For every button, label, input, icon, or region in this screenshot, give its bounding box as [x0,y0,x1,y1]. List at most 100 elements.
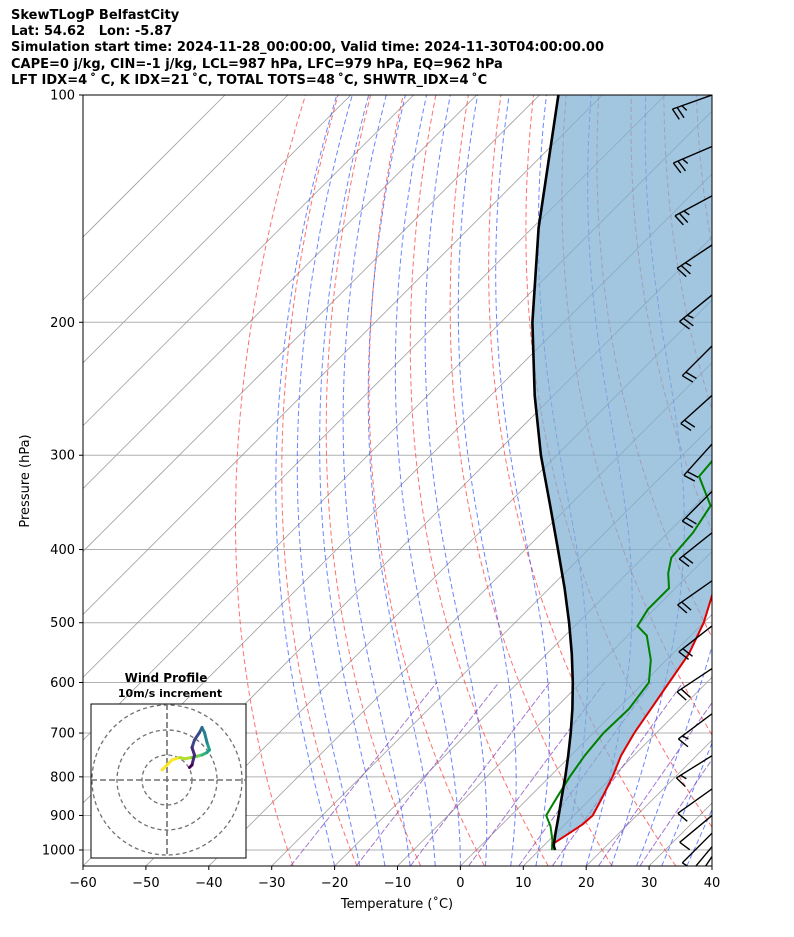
dry-adiabat-line [281,95,358,866]
wind-barb-shaft [681,490,712,522]
sounding-profiles [531,95,712,851]
dry-adiabat-line [729,95,794,866]
wind-barb-flag [689,891,701,895]
title-line-station: SkewTLogP BelfastCity [11,8,180,23]
moist-adiabat-line [319,95,386,866]
cape-fill-area [532,95,712,850]
wind-barb-shaft [676,244,712,269]
wind-barbs [671,95,712,895]
wind-barb-flag [676,107,685,119]
moist-adiabat-line [610,95,685,866]
parcel-line [531,95,575,851]
isotherm-line [83,95,666,678]
wind-barb-flag [681,375,694,383]
moist-adiabat-line [342,95,411,866]
wind-barb-flag [680,422,692,432]
y-tick-label: 500 [50,616,75,631]
moist-adiabat-line [737,95,794,866]
wind-barb-flag [675,777,686,788]
wind-barb [681,490,712,529]
wind-barb-flag [672,162,682,174]
temperature-line [552,592,712,851]
wind-barb-flag [686,470,699,479]
wind-barb-flag [679,841,691,851]
y-axis-ticks: 100 200 300 400 500 600 700 800 900 1000 [42,89,83,859]
wind-barb-flag [682,317,694,327]
wind-barb-shaft [676,755,712,779]
wind-barb-shaft [681,345,712,377]
moist-adiabat-line [394,95,461,866]
wind-barb [675,755,712,788]
y-tick-label: 1000 [42,844,75,859]
isotherm-line [83,95,477,490]
wind-barb-flag [682,648,693,657]
wind-barb-shaft [677,580,712,606]
wind-barb-shaft [683,443,712,476]
wind-barb-flag [685,262,692,267]
moist-adiabat-line [711,864,712,866]
isotherm-line [523,676,712,866]
wind-barb [689,856,712,895]
dry-adiabat-line [488,95,677,866]
wind-barb-shaft [677,788,712,814]
wind-barb [679,294,712,330]
x-axis-label: Temperature (˚C) [340,896,453,912]
inset-title: Wind Profile [125,671,208,685]
wind-barb-flag [681,520,694,529]
wind-barb-shaft [681,832,712,864]
hodograph-segment [193,731,201,742]
wind-barb-shaft [672,95,712,110]
title-line-location: Lat: 54.62 Lon: -5.87 [11,24,173,40]
x-axis-ticks: −60 −50 −40 −30 −20 −10 0 10 20 30 40 [69,866,720,891]
wind-barb-flag [685,879,696,884]
moist-adiabat-line [495,95,550,866]
wind-barb-shaft [678,625,712,653]
isotherm-line [775,95,794,866]
dry-adiabat-line [762,95,794,866]
wind-profile-inset: Wind Profile 10m/s increment [90,671,247,859]
x-tick-label: −20 [321,876,348,891]
y-tick-label: 700 [50,727,75,742]
mixing-ratio-line [290,682,438,866]
wind-barb-flag [685,371,697,380]
y-tick-label: 800 [50,770,75,785]
moist-adiabat-line [296,95,361,866]
mixing-ratio-line [355,682,500,866]
x-tick-label: 0 [456,876,464,891]
wind-barb-shaft [674,195,712,217]
wind-barb [671,95,712,120]
isotherm-line [83,95,289,301]
wind-barb [681,345,712,383]
wind-barb-flag [682,158,689,164]
wind-barb-flag [681,601,692,611]
wind-barb-flag [676,267,687,278]
x-tick-label: 40 [704,876,721,891]
y-tick-label: 600 [50,676,75,691]
wind-barb-shaft [677,713,712,740]
title-line-cape: CAPE=0 j/kg, CIN=-1 j/kg, LCL=987 hPa, L… [11,56,503,72]
wind-barb-flag [681,105,688,111]
wind-barb-flag [682,735,689,740]
wind-barb-flag [676,691,687,701]
moist-adiabat-line [424,95,488,866]
moist-adiabat-line [457,95,517,866]
x-tick-label: 30 [641,876,658,891]
dry-adiabat-line [368,95,485,866]
x-tick-label: −40 [195,876,222,891]
isotherm-line [83,95,603,615]
moist-adiabat-line [636,644,712,866]
wind-barb-flag [684,419,696,428]
wind-barb-flag [680,774,687,780]
y-tick-label: 900 [50,809,75,824]
wind-barb-flag [678,558,690,568]
wind-barb-flag [683,474,696,482]
dry-adiabat-line [409,95,549,866]
wind-barb [677,788,712,822]
wind-barb [676,667,712,701]
moist-adiabat-line [367,95,436,866]
wind-barb-flag [677,812,688,822]
y-tick-label: 200 [50,316,75,331]
x-tick-label: −30 [258,876,285,891]
wind-barb [677,580,712,614]
